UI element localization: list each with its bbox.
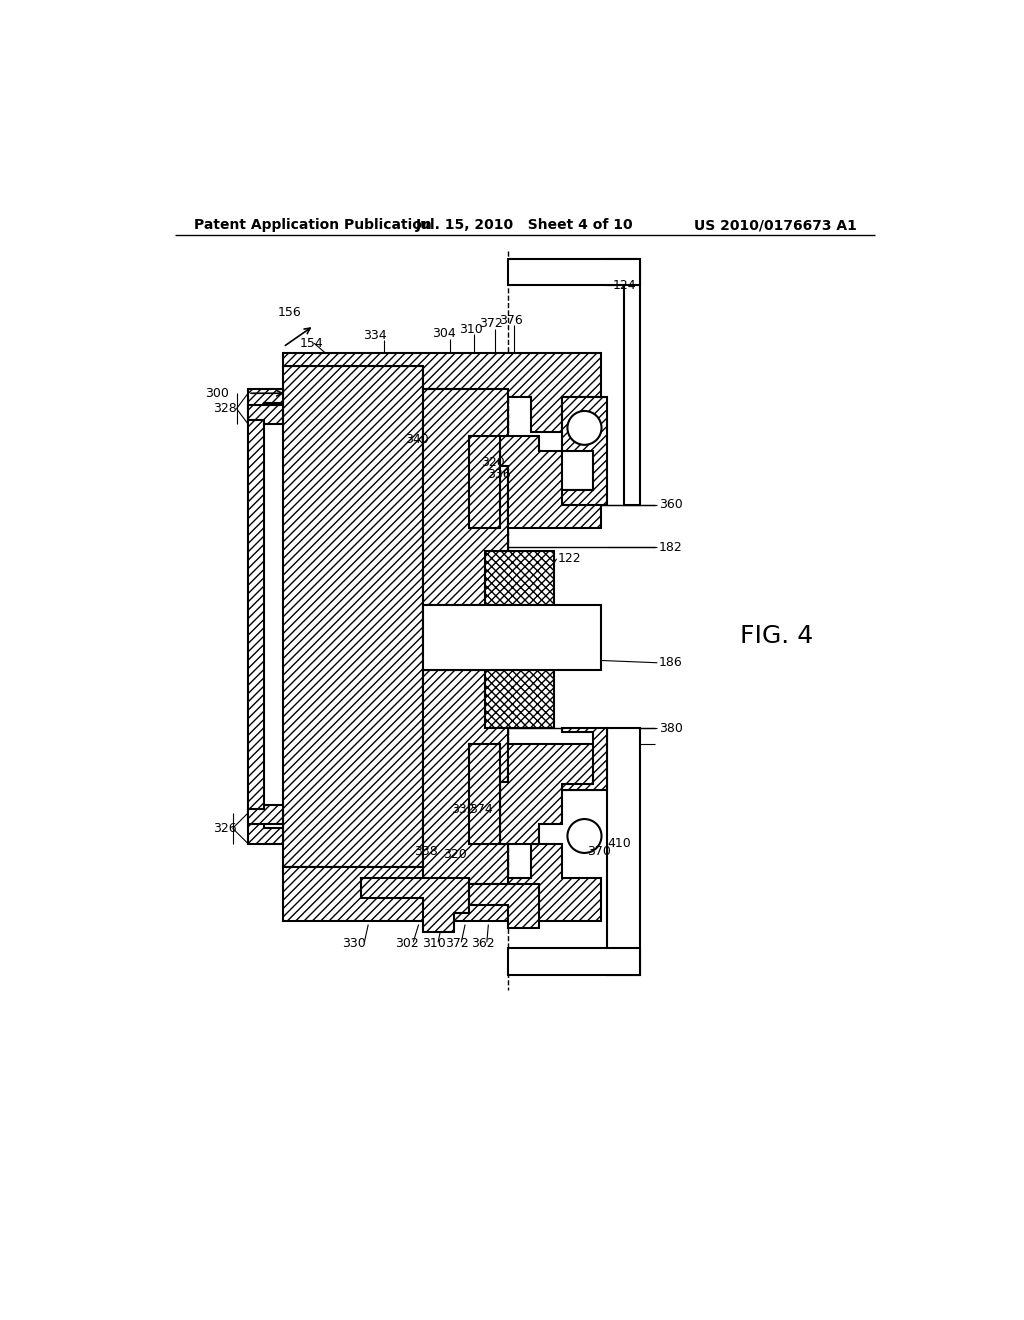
Text: 156: 156 bbox=[278, 306, 301, 319]
Polygon shape bbox=[508, 948, 640, 974]
Text: 186: 186 bbox=[658, 656, 683, 669]
Polygon shape bbox=[500, 436, 601, 528]
Text: 154: 154 bbox=[300, 337, 324, 350]
Text: 360: 360 bbox=[658, 499, 683, 511]
Polygon shape bbox=[607, 259, 640, 506]
Text: 334: 334 bbox=[362, 329, 386, 342]
Text: 372: 372 bbox=[445, 937, 469, 950]
Text: 326: 326 bbox=[213, 822, 237, 834]
Text: 340: 340 bbox=[406, 433, 429, 446]
Polygon shape bbox=[423, 389, 508, 605]
Text: US 2010/0176673 A1: US 2010/0176673 A1 bbox=[693, 218, 856, 232]
Text: FIG. 4: FIG. 4 bbox=[740, 624, 813, 648]
Text: 336: 336 bbox=[486, 467, 510, 480]
Polygon shape bbox=[469, 436, 500, 528]
Polygon shape bbox=[283, 367, 423, 867]
Text: 320: 320 bbox=[480, 455, 505, 469]
Text: 310: 310 bbox=[459, 323, 482, 335]
Circle shape bbox=[567, 411, 601, 445]
Text: 328: 328 bbox=[213, 403, 237, 416]
Polygon shape bbox=[484, 671, 554, 729]
Text: Jul. 15, 2010   Sheet 4 of 10: Jul. 15, 2010 Sheet 4 of 10 bbox=[416, 218, 634, 232]
Text: 362: 362 bbox=[471, 937, 495, 950]
Polygon shape bbox=[283, 843, 601, 921]
Text: 300: 300 bbox=[206, 387, 229, 400]
Polygon shape bbox=[248, 805, 283, 825]
Text: 302: 302 bbox=[395, 937, 419, 950]
Polygon shape bbox=[500, 743, 601, 843]
Text: 374: 374 bbox=[469, 803, 493, 816]
Polygon shape bbox=[283, 354, 601, 436]
Text: 372: 372 bbox=[479, 317, 503, 330]
Polygon shape bbox=[508, 259, 640, 285]
Text: 304: 304 bbox=[432, 327, 456, 341]
Polygon shape bbox=[248, 389, 283, 843]
Text: 310: 310 bbox=[422, 937, 446, 950]
Text: 380: 380 bbox=[658, 722, 683, 735]
Polygon shape bbox=[248, 405, 283, 424]
Text: 124: 124 bbox=[612, 279, 636, 292]
Polygon shape bbox=[360, 878, 469, 932]
Text: 330: 330 bbox=[342, 937, 367, 950]
Text: 338: 338 bbox=[415, 845, 438, 858]
Text: 182: 182 bbox=[658, 541, 683, 554]
Polygon shape bbox=[423, 671, 508, 884]
Text: 376: 376 bbox=[499, 314, 522, 326]
Text: 320: 320 bbox=[443, 847, 467, 861]
Text: 122: 122 bbox=[558, 552, 582, 565]
Bar bbox=[423, 605, 601, 671]
Polygon shape bbox=[484, 552, 554, 605]
Circle shape bbox=[567, 818, 601, 853]
Text: Patent Application Publication: Patent Application Publication bbox=[194, 218, 432, 232]
Polygon shape bbox=[469, 743, 500, 843]
Text: 332: 332 bbox=[451, 803, 474, 816]
Polygon shape bbox=[562, 729, 607, 789]
Polygon shape bbox=[607, 729, 640, 974]
Text: 370: 370 bbox=[588, 845, 611, 858]
Polygon shape bbox=[469, 884, 539, 928]
Text: 410: 410 bbox=[607, 837, 631, 850]
Polygon shape bbox=[562, 397, 607, 506]
